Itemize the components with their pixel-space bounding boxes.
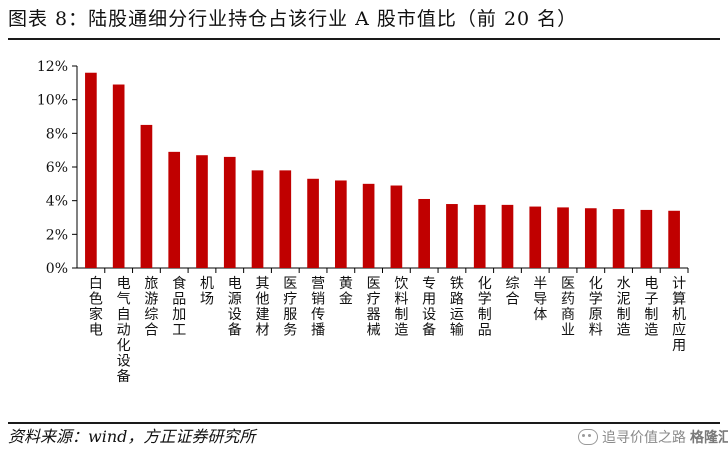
bar-22 [668,210,680,268]
bar-10 [335,180,347,268]
x-tick-label: 医疗服务 [283,276,297,339]
y-tick-label: 12% [37,59,68,75]
x-tick-label: 化学制品 [478,276,492,339]
bar-16 [501,204,514,268]
x-tick-label: 饮料制造 [394,276,408,339]
y-tick-label: 2% [46,227,68,243]
y-tick-label: 10% [37,93,68,109]
bar-17 [529,206,542,268]
bar-9 [307,178,319,268]
x-tick-label: 铁路运输 [450,276,464,339]
x-tick-label: 综合 [505,276,519,308]
bar-15 [473,204,486,268]
bar-20 [612,209,625,268]
x-tick-label: 营销传播 [311,276,325,339]
chart-title: 图表 8：陆股通细分行业持仓占该行业 A 股市值比（前 20 名） [8,8,578,30]
bar-19 [584,208,597,268]
bar-4 [168,151,181,268]
x-tick-label: 水泥制造 [617,276,631,339]
x-tick-label: 电气自动化设备 [117,276,131,385]
x-tick-label: 专用设备 [422,276,436,339]
bar-14 [446,204,458,268]
x-tick-label: 食品加工 [172,275,186,339]
x-axis-labels: 白色家电电气自动化设备旅游综合食品加工机场电源设备其他建材医疗服务营销传播黄金医… [89,275,686,385]
bars [85,72,680,269]
bar-chart: 0% 2% 4% 6% 8% 10% 12% 白色家电电气自动化设备旅游综合食品加工机场电源… [37,59,689,385]
x-tick-label: 白色家电 [89,276,103,339]
x-tick-label: 半导体 [533,276,547,323]
x-tick-label: 电子制造 [644,276,658,339]
wechat-icon [578,429,598,445]
bar-12 [390,185,403,268]
bar-21 [640,209,653,268]
watermark: 追寻价值之路 格隆汇 [578,425,728,449]
bar-6 [223,156,236,268]
x-tick-label: 旅游综合 [144,276,158,339]
bar-8 [279,170,292,268]
bar-13 [418,198,430,268]
x-tick-label: 其他建材 [256,276,270,339]
y-tick-label: 6% [46,160,68,176]
x-tick-label: 黄金 [339,275,353,308]
y-tick-label: 0% [46,261,68,277]
x-tick-label: 医疗器械 [367,276,381,339]
source-note: 资料来源：wind，方正证券研究所 [8,427,256,446]
watermark-logo: 格隆汇 [690,430,728,446]
y-tick-label: 4% [46,194,68,210]
x-tick-label: 计算机应用 [672,276,686,354]
title-divider [8,38,720,40]
watermark-text: 追寻价值之路 [602,430,686,446]
x-tick-label: 化学原料 [589,276,603,339]
bar-3 [140,124,153,269]
x-tick-label: 电源设备 [228,276,242,339]
bar-2 [112,84,125,268]
y-tick-label: 8% [46,126,68,142]
x-tick-label: 机场 [200,276,214,308]
bar-7 [251,170,264,268]
bar-18 [557,207,569,268]
footer-divider [8,422,720,424]
bar-11 [362,183,375,268]
bar-1 [85,72,97,268]
x-tick-label: 医药商业 [561,276,575,339]
bar-5 [196,155,208,268]
